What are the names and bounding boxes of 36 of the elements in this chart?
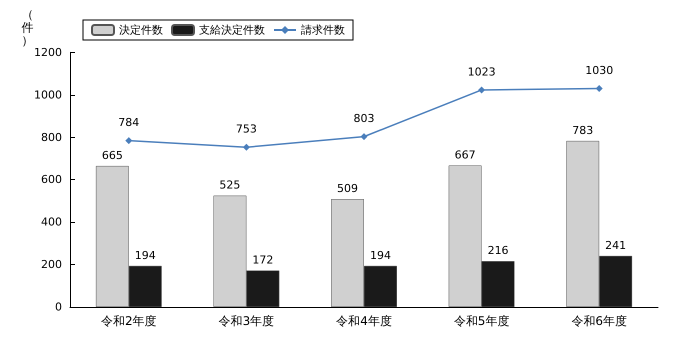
data-label: 241	[605, 238, 626, 252]
data-label: 525	[219, 178, 240, 192]
y-tick-label: 400	[41, 216, 62, 229]
point	[242, 144, 250, 151]
point	[360, 133, 368, 140]
point	[478, 86, 486, 94]
legend-label: 決定件数	[119, 24, 163, 36]
x-tick-label: 令和2年度	[100, 314, 157, 328]
data-label: 667	[454, 148, 476, 162]
data-label: 753	[236, 122, 257, 136]
data-label: 784	[118, 116, 140, 130]
x-tick-label: 令和4年度	[336, 314, 392, 328]
legend-label: 請求件数	[301, 24, 345, 36]
y-tick-label: 600	[41, 173, 62, 186]
y-tick-label: 1000	[34, 88, 62, 102]
y-tick-label: 200	[41, 258, 62, 272]
y-tick-label: 800	[41, 130, 62, 144]
legend-label: 支給決定件数	[199, 24, 265, 36]
data-label: 509	[337, 182, 358, 196]
point	[125, 137, 132, 144]
y-axis-title: （件）	[22, 8, 34, 48]
y-tick-label: 1200	[34, 46, 62, 59]
point	[596, 84, 603, 92]
x-tick-label: 令和6年度	[571, 314, 628, 328]
x-tick-label: 令和5年度	[454, 314, 510, 328]
data-label: 1023	[468, 65, 496, 78]
data-label: 1030	[585, 64, 614, 77]
data-label: 783	[572, 124, 594, 137]
y-tick-label: 0	[55, 300, 62, 314]
data-label: 172	[252, 254, 274, 267]
data-label: 665	[102, 148, 123, 162]
data-label: 216	[488, 244, 509, 258]
x-tick-label: 令和3年度	[218, 314, 274, 328]
data-label: 803	[354, 112, 374, 126]
data-label: 194	[134, 248, 156, 262]
data-label: 194	[370, 248, 391, 262]
